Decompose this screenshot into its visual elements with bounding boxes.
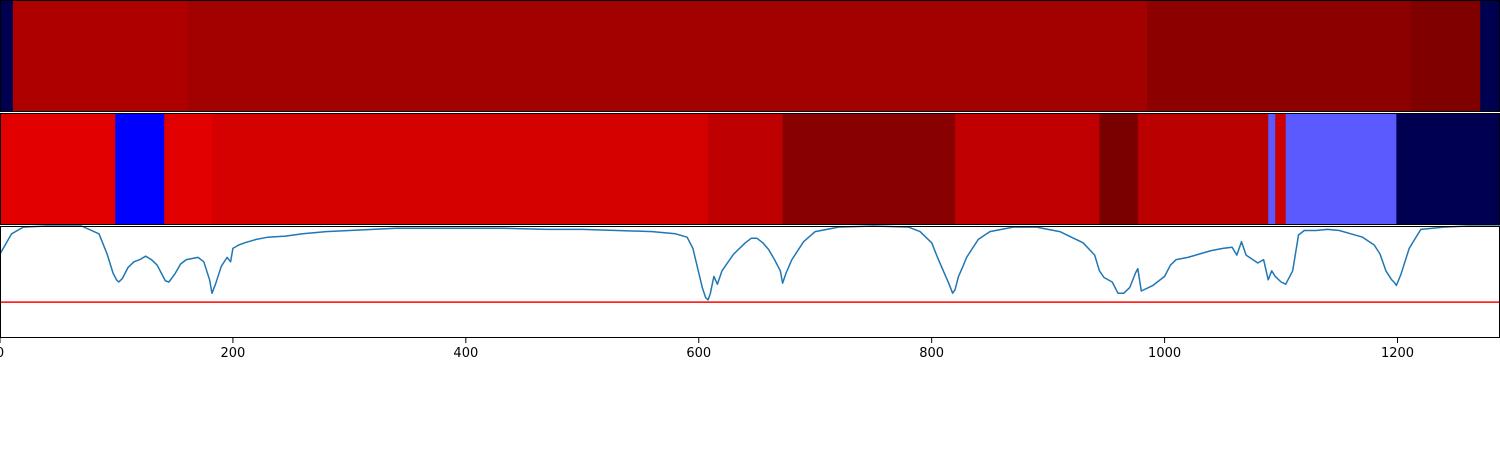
heatmap-cell-2-6: [782, 113, 956, 225]
heatmap-cell-2-9: [1137, 113, 1269, 225]
x-tick-label-200: 200: [221, 346, 246, 361]
x-tick-label-1200: 1200: [1381, 346, 1414, 361]
heatmap-band-top: [0, 0, 1500, 112]
x-axis: 0 200 400 600 800 1000 1200: [0, 338, 1414, 361]
heatmap-cell-2-10: [1268, 113, 1276, 225]
heatmap-cell-2-13: [1396, 113, 1500, 225]
heatmap-cell-2-5: [708, 113, 784, 225]
heatmap-cell-2-7: [954, 113, 1100, 225]
heatmap-cell-1-3: [187, 0, 1148, 112]
heatmap-cell-1-2: [12, 0, 188, 112]
heatmap-cell-2-2: [115, 113, 165, 225]
line-plot-background: [0, 226, 1500, 338]
heatmap-cell-1-5: [1410, 0, 1481, 112]
x-tick-label-800: 800: [919, 346, 944, 361]
line-plot-panel: [0, 225, 1500, 338]
x-tick-label-400: 400: [453, 346, 478, 361]
data-series-line: [0, 225, 1500, 301]
heatmap-band-middle: [0, 113, 1500, 225]
heatmap-cell-2-3: [164, 113, 213, 225]
x-tick-label-0: 0: [0, 346, 4, 361]
heatmap-cell-1-6: [1480, 0, 1500, 112]
heatmap-cell-2-8: [1099, 113, 1139, 225]
heatmap-cell-1-4: [1147, 0, 1411, 112]
heatmap-cell-2-1: [0, 113, 116, 225]
x-tick-label-1000: 1000: [1148, 346, 1181, 361]
heatmap-cell-2-4: [211, 113, 709, 225]
x-tick-label-600: 600: [686, 346, 711, 361]
heatmap-cell-2-11: [1275, 113, 1287, 225]
heatmap-cell-2-12: [1285, 113, 1397, 225]
heatmap-cell-1-1: [0, 0, 14, 112]
